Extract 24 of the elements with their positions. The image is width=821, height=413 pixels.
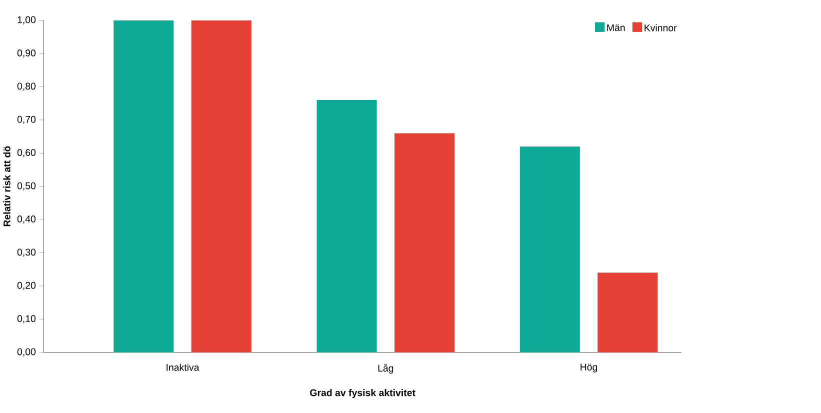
y-tick-label: 0,30 [17,248,36,257]
y-tick-label: 0,20 [17,282,36,290]
bar [394,133,455,352]
legend-label: Män [607,24,625,31]
y-tick-label: 0,40 [17,215,36,224]
bar [316,100,377,352]
bar [114,20,174,352]
bar [520,146,580,352]
x-tick-label: Inaktiva [166,364,200,371]
y-tick-label: 0,80 [17,82,36,91]
y-tick-label: 0,90 [17,49,36,58]
bar [598,272,658,352]
y-tick-label: 0,50 [17,182,36,190]
x-tick-label: Låg [378,364,394,374]
x-axis-title: Grad av fysisk aktivitet [310,388,416,398]
x-tick-label: Hög [580,364,598,372]
y-tick-label: 0,60 [17,148,36,157]
y-tick-label: 0,10 [17,314,36,324]
y-tick-label: 1,00 [18,16,36,24]
y-tick-label: 0,00 [17,348,36,356]
y-axis-title: Relativ risk att dö [3,146,10,226]
y-tick-label: 0,70 [17,116,36,124]
legend-label: Kvinnor [644,24,677,32]
bar [191,20,252,352]
